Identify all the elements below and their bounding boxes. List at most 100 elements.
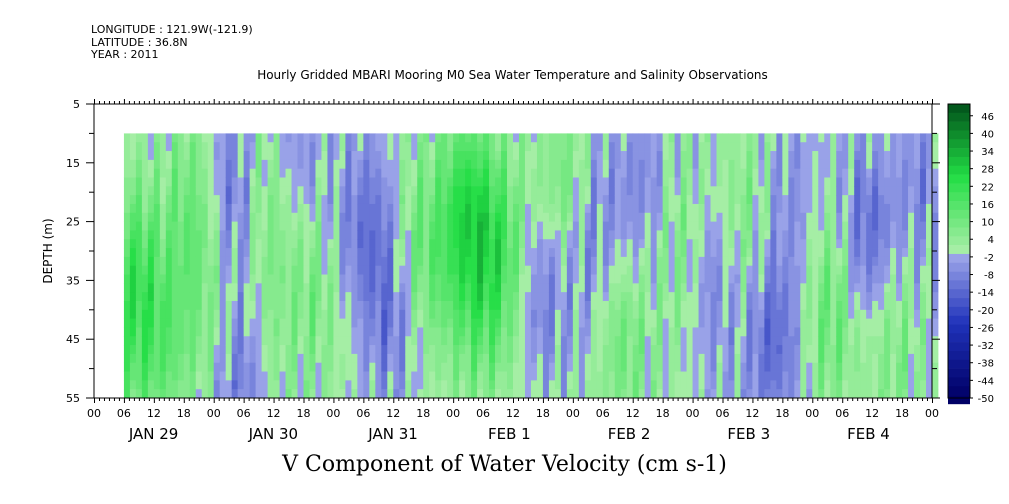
heatmap-cell (483, 221, 490, 231)
heatmap-cell (782, 221, 789, 231)
heatmap-cell (704, 177, 711, 187)
heatmap-cell (171, 265, 179, 275)
heatmap-cell (560, 151, 568, 161)
heatmap-cell (878, 212, 885, 222)
heatmap-cell (447, 159, 454, 170)
heatmap-cell (806, 203, 813, 214)
heatmap-cell (746, 159, 753, 170)
heatmap-cell (824, 362, 831, 372)
heatmap-cell (501, 380, 508, 390)
heatmap-cell (495, 274, 502, 284)
heatmap-cell (429, 362, 436, 372)
heatmap-cell (213, 186, 221, 196)
heatmap-cell (393, 133, 400, 143)
heatmap-cell (716, 203, 723, 214)
heatmap-cell (716, 389, 723, 399)
heatmap-cell (291, 309, 298, 320)
heatmap-cell (884, 177, 891, 187)
heatmap-cell (225, 142, 233, 152)
heatmap-cell (686, 177, 693, 187)
heatmap-cell (489, 336, 496, 346)
heatmap-cell (650, 168, 658, 178)
heatmap-cell (153, 336, 161, 346)
heatmap-cell (620, 318, 628, 328)
heatmap-cell (554, 177, 562, 187)
heatmap-cell (890, 151, 897, 161)
heatmap-cell (243, 230, 251, 240)
heatmap-cell (650, 389, 658, 399)
heatmap-cell (746, 133, 753, 143)
heatmap-cell (429, 274, 436, 284)
heatmap-cell (836, 362, 843, 372)
heatmap-cell (866, 230, 873, 240)
heatmap-cell (614, 159, 622, 170)
heatmap-cell (710, 195, 717, 205)
colorbar-bin (948, 209, 970, 219)
heatmap-cell (495, 212, 502, 222)
heatmap-cell (159, 345, 167, 355)
heatmap-cell (518, 195, 526, 205)
heatmap-cell (399, 248, 406, 258)
heatmap-cell (866, 309, 873, 320)
heatmap-cell (758, 274, 765, 284)
heatmap-cell (812, 230, 819, 240)
heatmap-cell (273, 353, 280, 364)
heatmap-cell (135, 256, 143, 267)
heatmap-cell (584, 274, 592, 284)
heatmap-cell (399, 203, 406, 214)
heatmap-cell (866, 274, 873, 284)
heatmap-cell (656, 318, 664, 328)
heatmap-cell (914, 300, 921, 311)
heatmap-cell (776, 309, 783, 320)
heatmap-cell (273, 274, 280, 284)
heatmap-cell (578, 292, 586, 302)
heatmap-cell (363, 292, 370, 302)
heatmap-cell (674, 309, 681, 320)
heatmap-cell (429, 336, 436, 346)
heatmap-cell (501, 345, 508, 355)
heatmap-cell (345, 292, 352, 302)
heatmap-cell (387, 353, 394, 364)
heatmap-cell (285, 195, 292, 205)
heatmap-cell (764, 195, 771, 205)
heatmap-cell (710, 151, 717, 161)
heatmap-cell (776, 221, 783, 231)
heatmap-cell (782, 274, 789, 284)
x-tick-label: 06 (835, 407, 849, 420)
heatmap-cell (800, 371, 807, 381)
heatmap-cell (608, 203, 616, 214)
heatmap-cell (177, 168, 185, 178)
heatmap-cell (261, 283, 268, 293)
heatmap-cell (812, 151, 819, 161)
heatmap-cell (207, 248, 215, 258)
heatmap-cell (638, 380, 646, 390)
heatmap-cell (237, 380, 245, 390)
heatmap-cell (704, 309, 711, 320)
heatmap-cell (608, 151, 616, 161)
heatmap-cell (680, 256, 687, 267)
heatmap-cell (752, 151, 759, 161)
heatmap-cell (159, 389, 167, 399)
y-tick-label: 15 (66, 157, 80, 170)
heatmap-cell (524, 336, 532, 346)
heatmap-cell (195, 239, 203, 249)
heatmap-cell (716, 283, 723, 293)
heatmap-cell (824, 274, 831, 284)
heatmap-cell (369, 362, 376, 372)
heatmap-cell (393, 186, 400, 196)
heatmap-cell (507, 159, 514, 170)
heatmap-cell (375, 274, 382, 284)
heatmap-cell (141, 195, 149, 205)
heatmap-cell (477, 248, 484, 258)
heatmap-cell (219, 283, 227, 293)
heatmap-cell (860, 389, 867, 399)
heatmap-cell (255, 300, 262, 311)
heatmap-cell (656, 256, 664, 267)
heatmap-cell (734, 203, 741, 214)
heatmap-cell (333, 142, 340, 152)
heatmap-cell (351, 256, 358, 267)
heatmap-cell (656, 345, 664, 355)
heatmap-cell (878, 151, 885, 161)
heatmap-cell (932, 151, 939, 161)
heatmap-cell (914, 221, 921, 231)
